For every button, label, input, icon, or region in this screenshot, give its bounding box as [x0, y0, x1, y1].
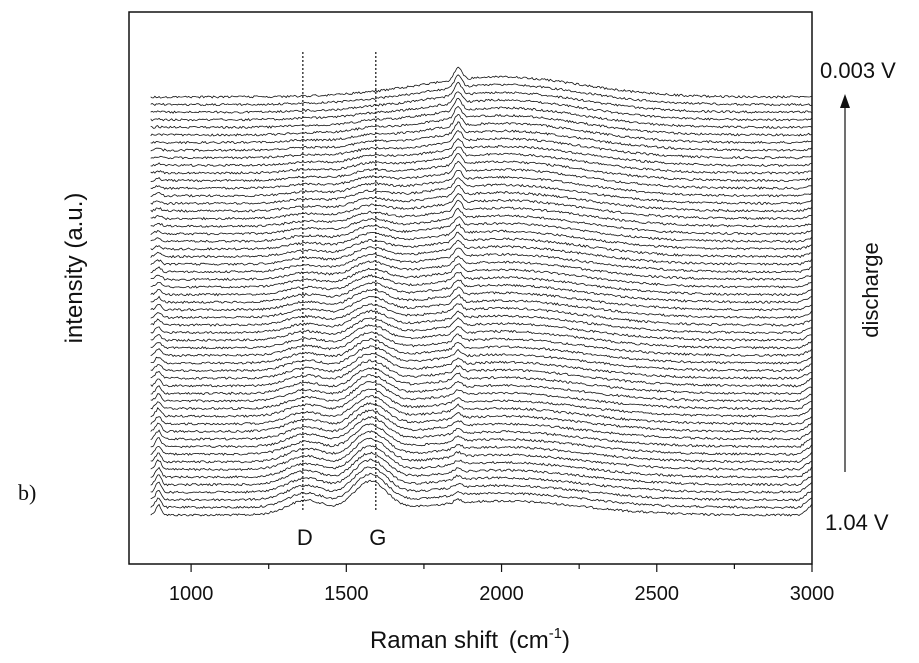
spectrum-line: [150, 294, 812, 320]
x-tick-label: 2000: [479, 583, 524, 605]
spectrum-line: [150, 177, 812, 205]
spectrum-line: [150, 121, 812, 152]
spectrum-line: [150, 366, 812, 396]
spectrum-line: [150, 146, 812, 175]
spectrum-line: [150, 430, 812, 464]
spectrum-line: [150, 437, 812, 472]
x-tick-label: 1500: [324, 583, 369, 605]
spectrum-line: [150, 199, 812, 228]
plot-frame: [128, 11, 813, 565]
spectrum-line: [150, 185, 812, 213]
spectra-series-group: [150, 66, 812, 517]
x-axis-tick-labels: 1000 1500 2000 2500 3000: [169, 583, 834, 605]
spectrum-line: [150, 331, 812, 357]
spectrum-line: [150, 374, 812, 403]
spectrum-line: [150, 66, 812, 99]
spectrum-line: [150, 423, 812, 456]
spectrum-line: [150, 352, 812, 380]
spectrum-line: [150, 263, 812, 289]
spectrum-line: [150, 239, 812, 266]
spectrum-line: [150, 402, 812, 433]
band-marker-lines: [302, 52, 377, 512]
bottom-voltage-label: 1.04 V: [825, 510, 889, 535]
spectrum-line: [150, 451, 812, 487]
spectrum-line: [150, 359, 812, 388]
spectrum-line: [150, 223, 812, 251]
spectrum-line: [150, 231, 812, 259]
spectrum-line: [150, 303, 812, 327]
spectrum-line: [150, 388, 812, 418]
spectrum-line: [150, 152, 812, 183]
spectrum-line: [150, 317, 812, 342]
spectrum-line: [150, 97, 812, 129]
spectrum-line: [150, 169, 812, 198]
discharge-label: discharge: [858, 242, 883, 337]
discharge-arrow: [840, 94, 850, 472]
spectrum-line: [150, 91, 812, 122]
spectrum-line: [150, 324, 812, 350]
spectrum-line: [150, 193, 812, 221]
panel-label: b): [18, 480, 36, 505]
x-tick-label: 3000: [790, 583, 835, 605]
spectrum-line: [150, 247, 812, 274]
spectrum-line: [150, 395, 812, 426]
spectrum-line: [150, 381, 812, 411]
spectrum-line: [150, 207, 812, 236]
spectrum-line: [150, 114, 812, 145]
spectrum-line: [150, 338, 812, 365]
spectrum-line: [150, 74, 812, 107]
spectrum-line: [150, 409, 812, 441]
spectrum-line: [150, 309, 812, 335]
spectrum-line: [150, 472, 812, 509]
spectrum-line: [150, 479, 812, 517]
top-voltage-label: 0.003 V: [820, 58, 896, 83]
spectrum-line: [150, 466, 812, 502]
spectrum-line: [150, 81, 812, 114]
band-label-g: G: [369, 525, 386, 550]
x-axis-title: Raman shift (cm-1): [370, 625, 570, 654]
spectrum-line: [150, 345, 812, 373]
spectrum-line: [150, 129, 812, 160]
band-label-d: D: [297, 525, 313, 550]
spectrum-line: [150, 105, 812, 137]
x-tick-label: 2500: [635, 583, 680, 605]
spectrum-line: [150, 271, 812, 297]
spectrum-line: [150, 416, 812, 449]
x-axis-ticks: [190, 564, 813, 572]
spectrum-line: [150, 138, 812, 168]
y-axis-title: intensity (a.u.): [61, 193, 88, 344]
spectrum-line: [150, 286, 812, 312]
spectrum-line: [150, 160, 812, 190]
spectrum-line: [150, 458, 812, 494]
spectrum-line: [150, 255, 812, 281]
spectrum-line: [150, 216, 812, 243]
spectrum-line: [150, 279, 812, 304]
spectrum-line: [150, 445, 812, 479]
x-tick-label: 1000: [169, 583, 214, 605]
